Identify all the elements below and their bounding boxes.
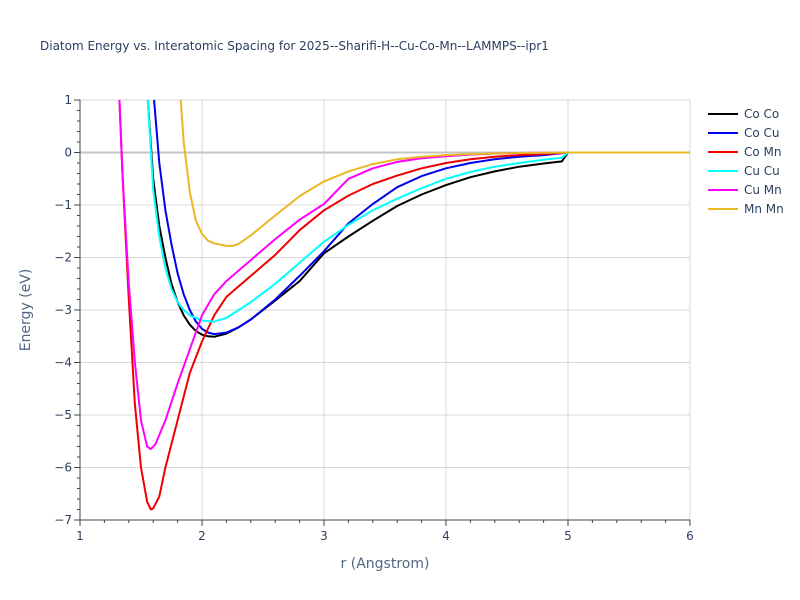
y-tick-label: 0 [64,146,72,160]
x-tick-label: 4 [442,529,450,543]
series-line-co-cu [153,100,690,336]
y-tick-label: −3 [54,303,72,317]
legend-label: Co Cu [744,126,780,140]
series-line-cu-cu [146,100,690,323]
legend-label: Co Mn [744,145,782,159]
x-axis-title: r (Angstrom) [341,556,430,572]
legend-label: Mn Mn [744,202,784,216]
y-ticks: 1 0 −1 −2 −3 −4 −5 −6 −7 [54,93,80,527]
y-tick-label: 1 [64,93,72,107]
y-tick-label: −2 [54,251,72,265]
x-tick-label: 6 [686,529,694,543]
y-axis-title: Energy (eV) [18,269,34,352]
legend-label: Cu Mn [744,183,782,197]
y-tick-label: −5 [54,408,72,422]
x-tick-label: 2 [198,529,206,543]
y-tick-label: −6 [54,461,72,475]
series-layer [118,100,690,511]
y-tick-label: −1 [54,198,72,212]
x-ticks: 1 2 3 4 5 6 [76,520,694,543]
series-line-co-mn [118,100,690,511]
series-line-mn-mn [179,100,690,247]
x-tick-label: 1 [76,529,84,543]
legend-label: Co Co [744,107,779,121]
x-tick-label: 5 [564,529,572,543]
y-tick-label: −7 [54,513,72,527]
legend: Co Co Co Cu Co Mn Cu Cu Cu Mn Mn Mn [708,107,784,216]
y-tick-label: −4 [54,356,72,370]
x-tick-label: 3 [320,529,328,543]
chart-title: Diatom Energy vs. Interatomic Spacing fo… [40,39,549,53]
legend-label: Cu Cu [744,164,780,178]
